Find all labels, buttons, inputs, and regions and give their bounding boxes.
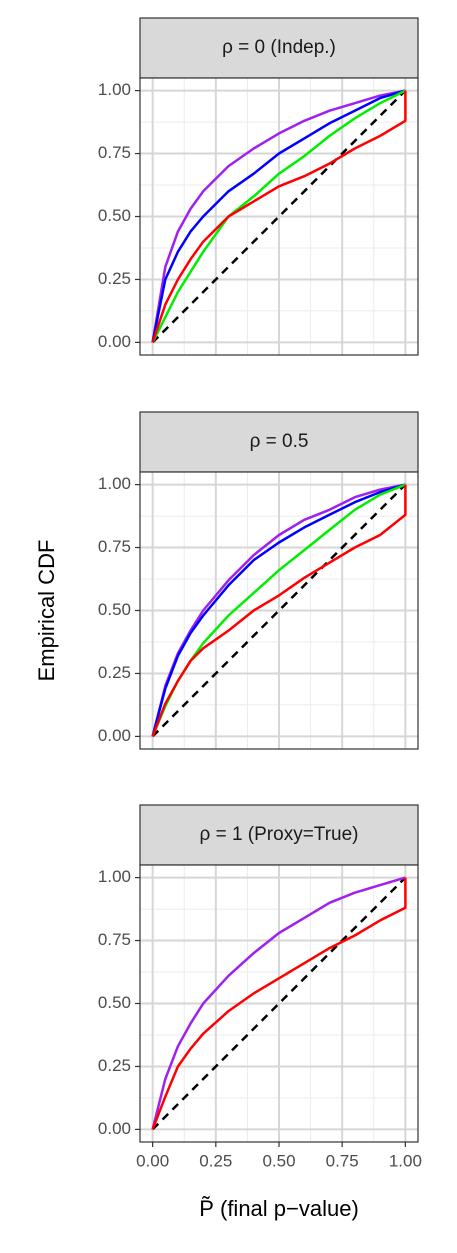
y-tick-label: 0.25 [98, 1056, 131, 1075]
series-line [151, 89, 407, 344]
y-tick-label: 0.75 [98, 537, 131, 556]
y-tick-label: 0.25 [98, 663, 131, 682]
series-line [151, 876, 406, 1130]
series-line [151, 90, 407, 343]
series-line [151, 483, 406, 737]
series-line [151, 89, 406, 343]
x-tick-label: 0.25 [199, 1151, 232, 1170]
y-tick-label: 0.00 [98, 332, 131, 351]
panel-title: ρ = 0 (Indep.) [222, 37, 336, 58]
x-tick-label: 0.50 [262, 1151, 295, 1170]
y-axis-title: Empirical CDF [34, 540, 59, 682]
y-tick-label: 0.00 [98, 1119, 131, 1138]
y-tick-label: 0.75 [98, 143, 131, 162]
series-line [151, 483, 407, 738]
x-axis-title: P̃ (final p−value) [199, 1196, 359, 1221]
panel-border [139, 77, 419, 356]
series-line [151, 89, 406, 343]
y-tick-label: 0.75 [98, 930, 131, 949]
panel-title: ρ = 1 (Proxy=True) [200, 824, 359, 845]
y-tick-label: 1.00 [98, 474, 131, 493]
x-tick-label: 1.00 [389, 1151, 422, 1170]
strip [139, 411, 419, 473]
series-line [151, 877, 407, 1130]
panel-border [139, 864, 419, 1143]
panel-border [139, 471, 419, 750]
y-tick-label: 0.50 [98, 600, 131, 619]
series-line [151, 876, 407, 1131]
panel-title: ρ = 0.5 [250, 431, 309, 452]
strip [139, 17, 419, 79]
series-line [151, 89, 406, 343]
x-tick-label: 0.00 [136, 1151, 169, 1170]
y-tick-label: 1.00 [98, 867, 131, 886]
y-tick-label: 0.00 [98, 726, 131, 745]
y-tick-label: 0.50 [98, 206, 131, 225]
y-tick-label: 1.00 [98, 80, 131, 99]
y-tick-label: 0.25 [98, 269, 131, 288]
series-line [151, 484, 407, 737]
x-tick-label: 0.75 [326, 1151, 359, 1170]
y-tick-label: 0.50 [98, 993, 131, 1012]
